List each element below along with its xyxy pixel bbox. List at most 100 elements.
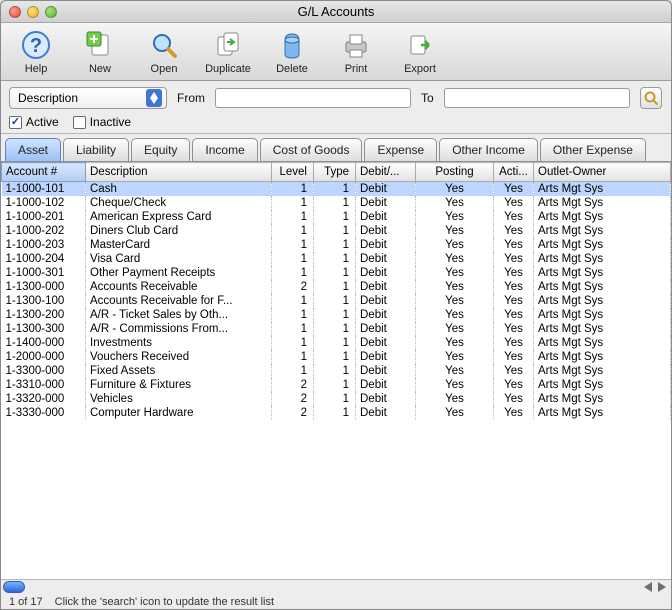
inactive-checkbox[interactable]: Inactive	[73, 115, 131, 129]
duplicate-button[interactable]: Duplicate	[199, 29, 257, 75]
cell: 1-1000-301	[2, 266, 86, 280]
col-header-posting[interactable]: Posting	[416, 163, 494, 182]
table-row[interactable]: 1-3320-000Vehicles21DebitYesYesArts Mgt …	[2, 392, 671, 406]
search-button[interactable]	[640, 87, 662, 109]
cell: A/R - Commissions From...	[86, 322, 272, 336]
print-button[interactable]: Print	[327, 29, 385, 75]
export-icon	[404, 29, 436, 61]
col-header-description[interactable]: Description	[86, 163, 272, 182]
cell: Cash	[86, 182, 272, 197]
cell: Arts Mgt Sys	[534, 392, 671, 406]
cell: Debit	[356, 378, 416, 392]
delete-icon	[276, 29, 308, 61]
active-checkbox[interactable]: Active	[9, 115, 59, 129]
cell: Debit	[356, 336, 416, 350]
cell: Accounts Receivable for F...	[86, 294, 272, 308]
cell: Yes	[494, 238, 534, 252]
table-row[interactable]: 1-1300-100Accounts Receivable for F...11…	[2, 294, 671, 308]
table-row[interactable]: 1-2000-000Vouchers Received11DebitYesYes…	[2, 350, 671, 364]
col-header-debitcredit[interactable]: Debit/...	[356, 163, 416, 182]
tab-expense[interactable]: Expense	[364, 138, 437, 161]
cell: Debit	[356, 252, 416, 266]
cell: 2	[272, 378, 314, 392]
cell: Yes	[494, 308, 534, 322]
duplicate-icon	[212, 29, 244, 61]
cell: Yes	[494, 378, 534, 392]
horizontal-scrollbar[interactable]	[1, 580, 671, 594]
cell: Cheque/Check	[86, 196, 272, 210]
table-row[interactable]: 1-1000-101Cash11DebitYesYesArts Mgt Sys	[2, 182, 671, 197]
cell: Fixed Assets	[86, 364, 272, 378]
table-row[interactable]: 1-1300-200A/R - Ticket Sales by Oth...11…	[2, 308, 671, 322]
table-row[interactable]: 1-1000-203MasterCard11DebitYesYesArts Mg…	[2, 238, 671, 252]
table-row[interactable]: 1-1000-201American Express Card11DebitYe…	[2, 210, 671, 224]
cell: 1	[314, 224, 356, 238]
tab-equity[interactable]: Equity	[131, 138, 190, 161]
table-row[interactable]: 1-3310-000Furniture & Fixtures21DebitYes…	[2, 378, 671, 392]
help-button[interactable]: ? Help	[7, 29, 65, 75]
cell: 1	[272, 210, 314, 224]
cell: Arts Mgt Sys	[534, 196, 671, 210]
table-row[interactable]: 1-3300-000Fixed Assets11DebitYesYesArts …	[2, 364, 671, 378]
table-row[interactable]: 1-3330-000Computer Hardware21DebitYesYes…	[2, 406, 671, 420]
table-row[interactable]: 1-1000-204Visa Card11DebitYesYesArts Mgt…	[2, 252, 671, 266]
delete-button[interactable]: Delete	[263, 29, 321, 75]
accounts-table: Account # Description Level Type Debit/.…	[1, 162, 671, 420]
dropdown-arrows-icicon	[146, 89, 162, 107]
cell: 2	[272, 406, 314, 420]
cell: 1	[314, 210, 356, 224]
toolbar: ? Help New Open Duplicate Delet	[1, 23, 671, 81]
tab-income[interactable]: Income	[192, 138, 257, 161]
tab-cost-of-goods[interactable]: Cost of Goods	[260, 138, 363, 161]
col-header-account[interactable]: Account #	[2, 163, 86, 182]
new-button[interactable]: New	[71, 29, 129, 75]
cell: Arts Mgt Sys	[534, 280, 671, 294]
cell: Yes	[494, 224, 534, 238]
export-button[interactable]: Export	[391, 29, 449, 75]
cell: Arts Mgt Sys	[534, 336, 671, 350]
cell: 1	[272, 224, 314, 238]
cell: A/R - Ticket Sales by Oth...	[86, 308, 272, 322]
cell: Yes	[416, 378, 494, 392]
cell: Debit	[356, 182, 416, 197]
cell: 1-1400-000	[2, 336, 86, 350]
cell: Debit	[356, 238, 416, 252]
cell: 1	[314, 406, 356, 420]
cell: 1	[314, 294, 356, 308]
cell: Debit	[356, 224, 416, 238]
table-row[interactable]: 1-1300-300A/R - Commissions From...11Deb…	[2, 322, 671, 336]
to-input[interactable]	[444, 88, 630, 108]
table-row[interactable]: 1-1400-000Investments11DebitYesYesArts M…	[2, 336, 671, 350]
tab-asset[interactable]: Asset	[5, 138, 61, 161]
table-row[interactable]: 1-1000-202Diners Club Card11DebitYesYesA…	[2, 224, 671, 238]
table-row[interactable]: 1-1000-301Other Payment Receipts11DebitY…	[2, 266, 671, 280]
cell: Debit	[356, 266, 416, 280]
col-header-active[interactable]: Acti...	[494, 163, 534, 182]
help-icon: ?	[20, 29, 52, 61]
tab-liability[interactable]: Liability	[63, 138, 129, 161]
cell: 1-1000-101	[2, 182, 86, 197]
col-header-level[interactable]: Level	[272, 163, 314, 182]
cell: 1	[272, 322, 314, 336]
table-row[interactable]: 1-1300-000Accounts Receivable21DebitYesY…	[2, 280, 671, 294]
cell: 1	[314, 364, 356, 378]
scroll-thumb[interactable]	[3, 581, 25, 593]
cell: 1-3320-000	[2, 392, 86, 406]
col-header-owner[interactable]: Outlet-Owner	[534, 163, 671, 182]
cell: Yes	[494, 350, 534, 364]
new-icon	[84, 29, 116, 61]
scroll-left-icon[interactable]	[641, 580, 655, 594]
open-button[interactable]: Open	[135, 29, 193, 75]
table-row[interactable]: 1-1000-102Cheque/Check11DebitYesYesArts …	[2, 196, 671, 210]
col-header-type[interactable]: Type	[314, 163, 356, 182]
cell: 1	[314, 238, 356, 252]
from-input[interactable]	[215, 88, 411, 108]
cell: 1	[272, 238, 314, 252]
cell: Yes	[416, 210, 494, 224]
tab-other-expense[interactable]: Other Expense	[540, 138, 646, 161]
scroll-right-icon[interactable]	[655, 580, 669, 594]
tab-other-income[interactable]: Other Income	[439, 138, 538, 161]
cell: 1-1000-201	[2, 210, 86, 224]
field-selector[interactable]: Description	[9, 87, 167, 109]
cell: 1	[314, 182, 356, 197]
